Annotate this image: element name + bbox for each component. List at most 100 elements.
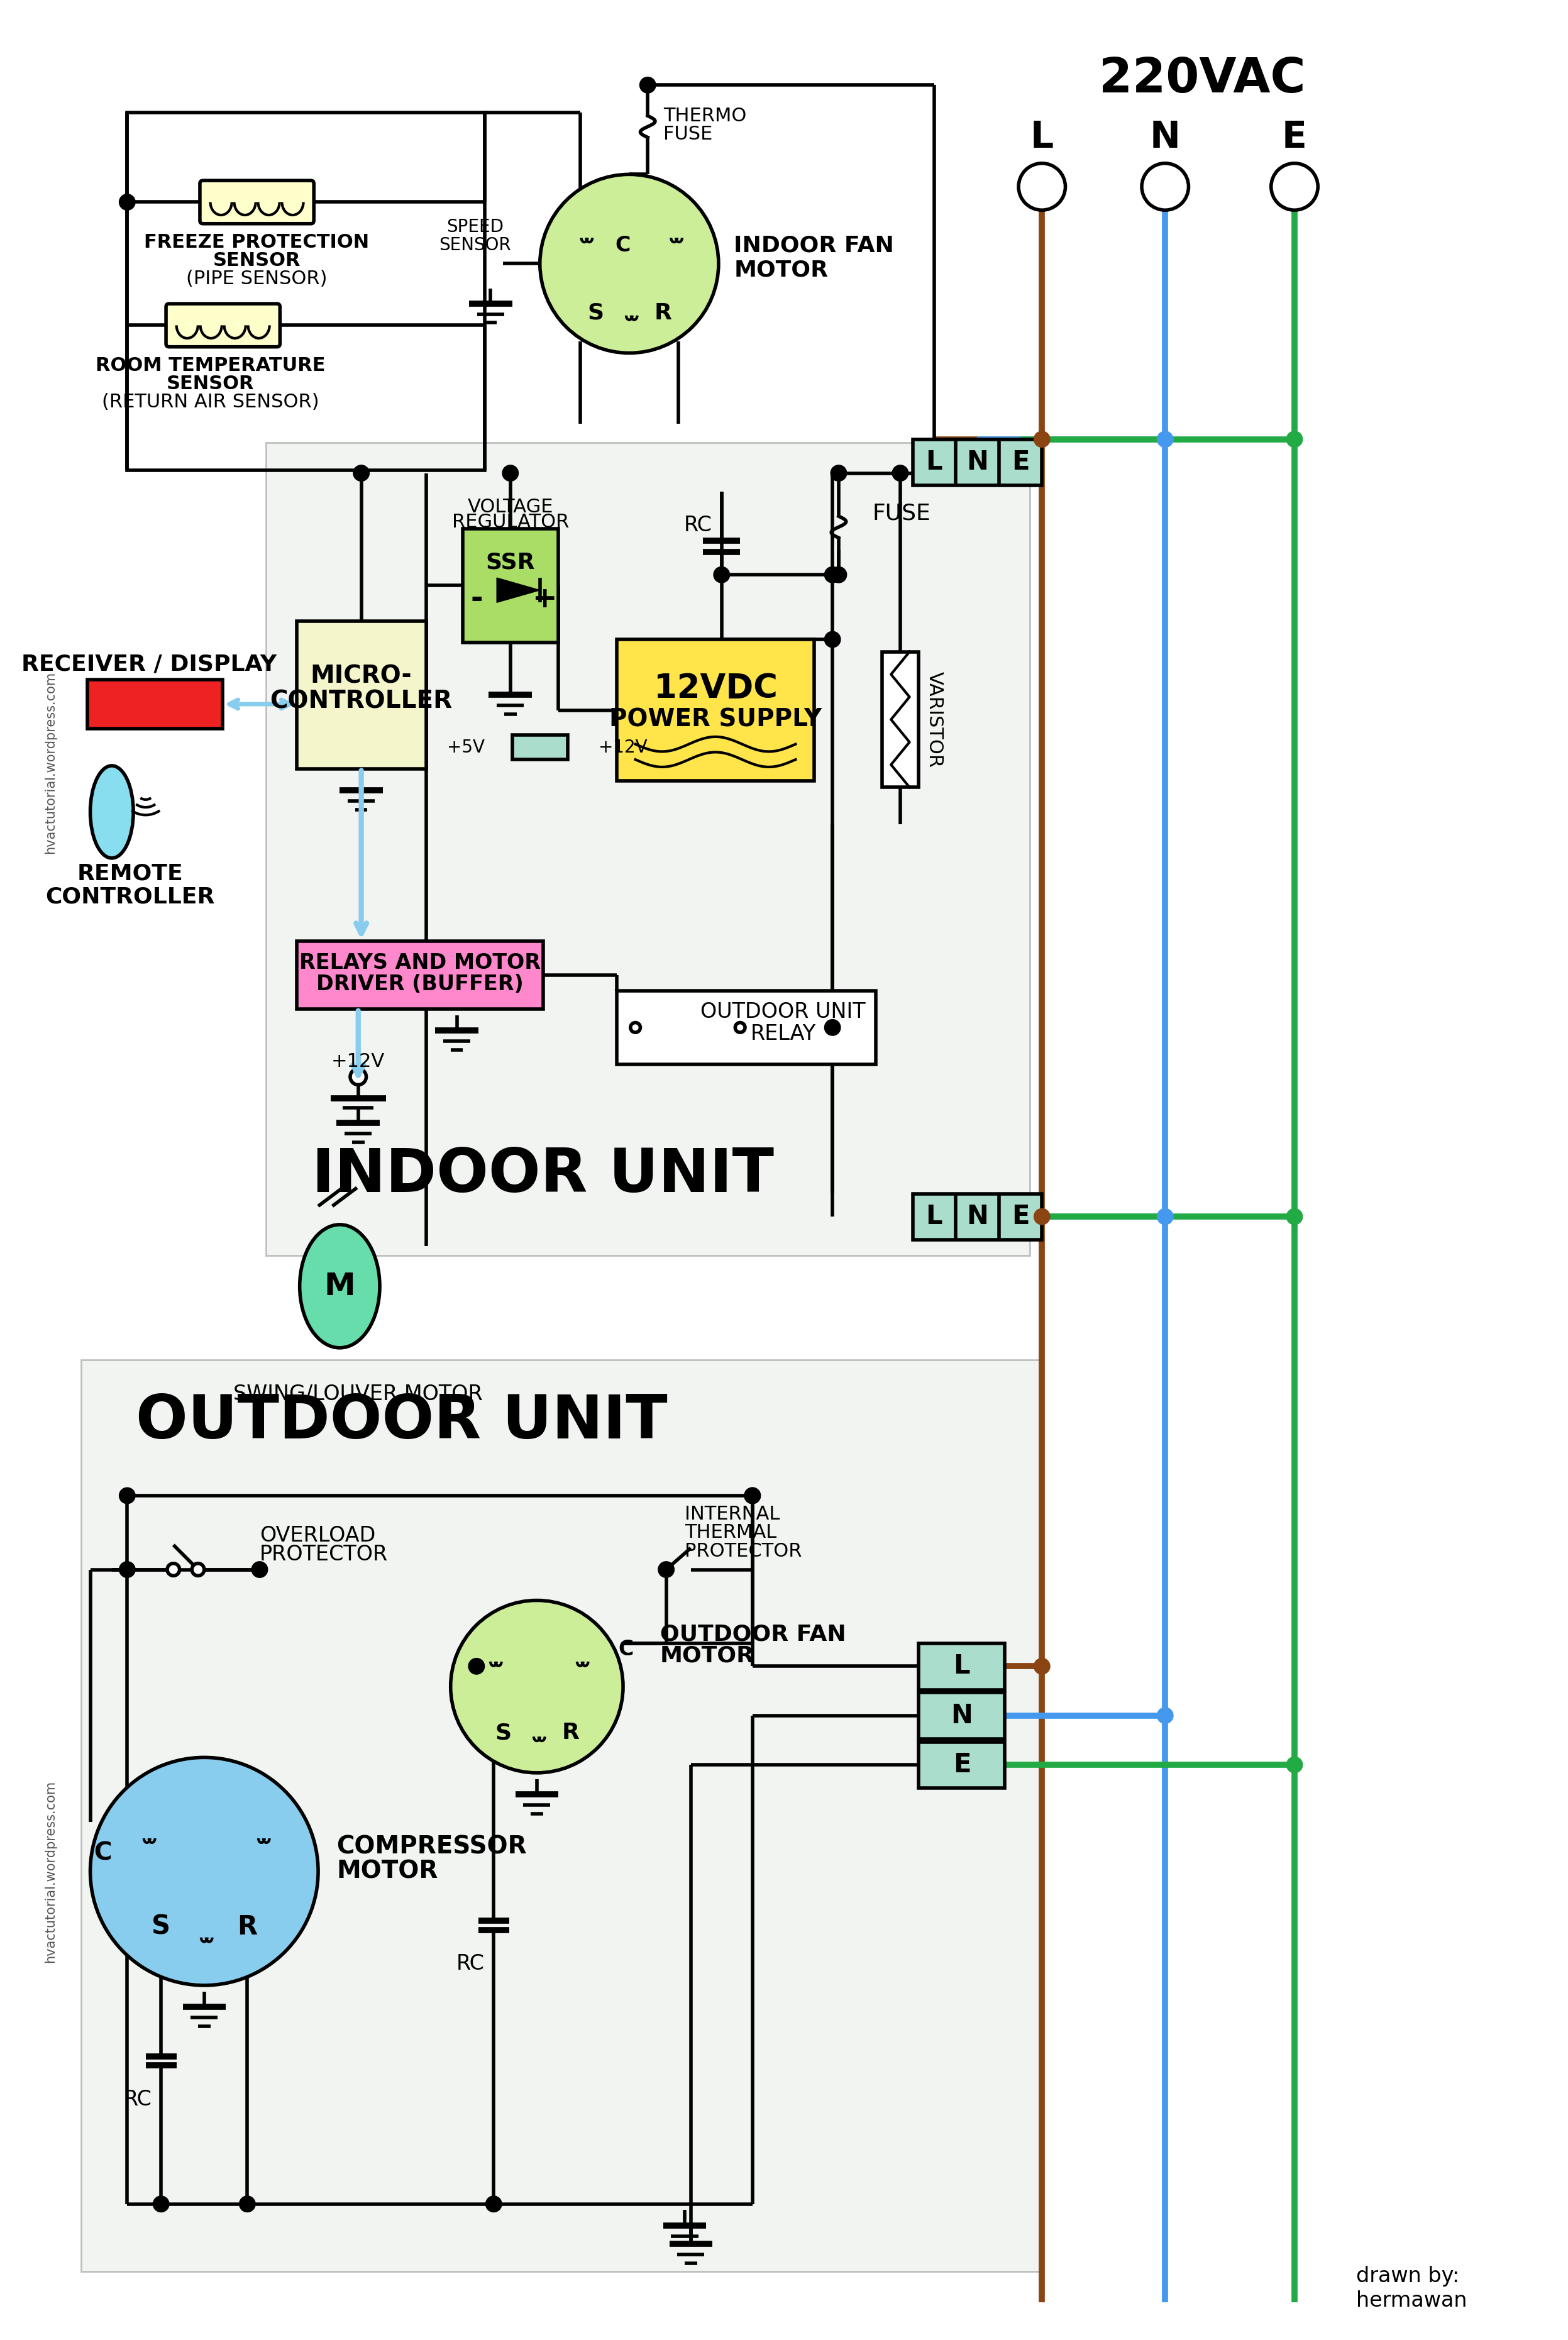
Circle shape [1142,164,1189,211]
Text: L: L [1030,119,1054,154]
Circle shape [659,1561,674,1577]
Circle shape [735,1023,745,1032]
Text: MOTOR: MOTOR [660,1645,754,1666]
Circle shape [91,1757,318,1984]
Text: DRIVER (BUFFER): DRIVER (BUFFER) [317,973,524,994]
Circle shape [168,1563,180,1575]
Text: FREEZE PROTECTION: FREEZE PROTECTION [144,234,368,250]
Text: OVERLOAD: OVERLOAD [260,1526,376,1547]
Text: N: N [1149,119,1181,154]
Bar [881,653,919,786]
Text: RC: RC [124,2090,152,2111]
Text: +12V: +12V [331,1053,386,1069]
Text: M: M [325,1271,356,1301]
Circle shape [1157,1207,1173,1224]
Text: hvactutorial.wordpress.com: hvactutorial.wordpress.com [44,672,56,854]
Circle shape [350,1069,367,1086]
Text: N: N [966,449,988,475]
Text: S: S [586,302,604,323]
Bar [127,112,485,470]
Circle shape [825,632,840,648]
Text: MOTOR: MOTOR [734,260,828,281]
Circle shape [831,566,847,583]
Circle shape [1033,1207,1051,1224]
Text: FUSE: FUSE [872,503,931,524]
Circle shape [119,194,135,211]
Text: POWER SUPPLY: POWER SUPPLY [610,707,822,732]
Text: SENSOR: SENSOR [439,236,511,255]
Circle shape [450,1601,622,1774]
FancyBboxPatch shape [166,304,281,346]
Text: C: C [618,1640,633,1659]
Bar [463,529,558,644]
Text: MOTOR: MOTOR [337,1860,437,1884]
Text: E: E [1011,1203,1029,1231]
Text: C: C [94,1842,111,1865]
Circle shape [469,1659,485,1675]
Text: SSR: SSR [486,552,535,573]
Bar [913,1193,1043,1240]
Polygon shape [497,578,539,601]
Circle shape [745,1488,760,1505]
Text: COMPRESSOR: COMPRESSOR [337,1835,527,1858]
Circle shape [630,1023,640,1032]
Text: SWING/LOUVER MOTOR: SWING/LOUVER MOTOR [234,1383,483,1404]
Circle shape [1033,1659,1051,1675]
Circle shape [1033,431,1051,447]
Text: R: R [654,302,671,323]
Circle shape [502,466,519,482]
Bar [616,990,875,1065]
Circle shape [831,466,847,482]
Text: hvactutorial.wordpress.com: hvactutorial.wordpress.com [44,1781,56,1963]
Text: S: S [152,1914,171,1940]
Circle shape [713,566,729,583]
Text: REGULATOR: REGULATOR [452,512,569,531]
Text: SENSOR: SENSOR [166,374,254,393]
Text: L: L [953,1652,971,1680]
Circle shape [1019,164,1065,211]
Text: 220VAC: 220VAC [1099,56,1306,103]
Text: L: L [925,449,942,475]
Text: -: - [470,585,483,613]
Text: L: L [925,1203,942,1231]
FancyBboxPatch shape [199,180,314,225]
Text: N: N [950,1701,972,1729]
Text: REMOTE: REMOTE [77,863,183,885]
Text: FUSE: FUSE [663,126,712,143]
Text: R: R [237,1914,257,1940]
Circle shape [486,2195,502,2211]
Text: INDOOR FAN: INDOOR FAN [734,234,894,255]
Bar [919,1643,1005,1689]
Text: RC: RC [456,1954,485,1975]
Bar [513,735,568,760]
Bar [88,679,223,728]
Text: C: C [615,234,630,255]
Text: +: + [533,585,557,613]
Circle shape [825,1020,840,1037]
Bar [82,1360,1043,2272]
Bar [919,1692,1005,1739]
Text: THERMO: THERMO [663,108,746,124]
Text: RELAY: RELAY [751,1023,815,1044]
Text: OUTDOOR UNIT: OUTDOOR UNIT [135,1392,666,1451]
Circle shape [119,1561,135,1577]
Bar [296,620,426,770]
Text: hermawan: hermawan [1356,2291,1468,2312]
Text: VOLTAGE: VOLTAGE [467,498,554,517]
Text: INDOOR UNIT: INDOOR UNIT [312,1147,775,1205]
Text: THERMAL: THERMAL [685,1523,776,1542]
Text: INTERNAL: INTERNAL [685,1505,779,1523]
Ellipse shape [299,1224,379,1348]
Circle shape [1272,164,1319,211]
Text: ROOM TEMPERATURE: ROOM TEMPERATURE [96,356,325,374]
Circle shape [353,466,370,482]
Text: PROTECTOR: PROTECTOR [685,1542,801,1561]
Text: SENSOR: SENSOR [213,250,301,269]
Text: +5V: +5V [447,739,485,756]
Text: (RETURN AIR SENSOR): (RETURN AIR SENSOR) [102,393,318,412]
Circle shape [251,1561,268,1577]
Circle shape [1286,1207,1303,1224]
Text: CONTROLLER: CONTROLLER [270,688,453,714]
Bar [913,440,1043,484]
Bar [296,941,543,1009]
